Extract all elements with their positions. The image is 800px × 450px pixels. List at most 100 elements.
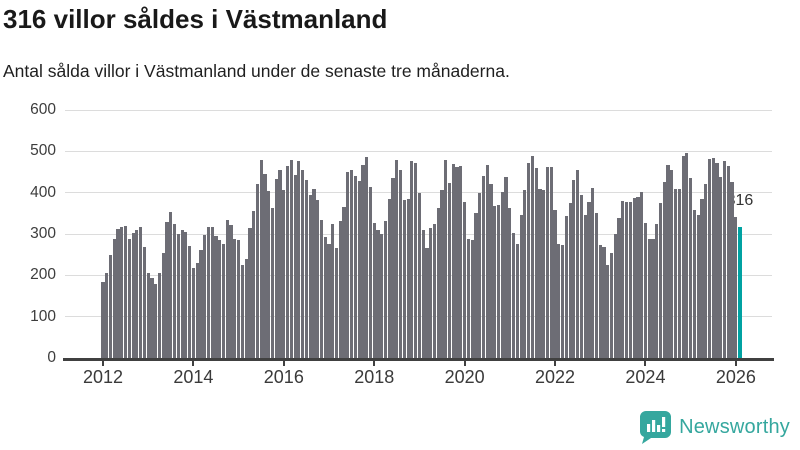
- bar: [466, 238, 470, 358]
- bar: [267, 190, 271, 358]
- bar: [549, 166, 553, 358]
- y-gridline-600: [65, 109, 772, 111]
- bar: [312, 189, 316, 358]
- bar: [572, 180, 576, 358]
- bar: [512, 232, 516, 358]
- bar: [545, 167, 550, 358]
- bar: [602, 246, 606, 358]
- bar: [598, 245, 602, 358]
- bar: [677, 188, 681, 358]
- bar: [414, 162, 418, 358]
- bar: [617, 218, 621, 358]
- bar: [730, 181, 734, 358]
- bar: [319, 220, 324, 358]
- bar: [112, 239, 116, 358]
- bar: [722, 161, 727, 358]
- bar: [734, 217, 738, 358]
- y-axis-label-200: 200: [30, 266, 56, 284]
- bar: [357, 180, 361, 358]
- bar: [421, 229, 425, 358]
- bar: [470, 240, 474, 358]
- bar: [451, 164, 455, 358]
- bar: [206, 227, 211, 358]
- bar: [289, 159, 293, 358]
- bar: [165, 222, 169, 358]
- x-tick-2022: [554, 360, 557, 366]
- bar: [432, 224, 437, 358]
- bar: [334, 248, 339, 358]
- x-axis-label-2016: 2016: [263, 367, 304, 387]
- bar: [681, 155, 685, 358]
- bar: [282, 190, 286, 358]
- bar: [726, 165, 730, 358]
- x-axis-label-2018: 2018: [354, 367, 395, 387]
- bar: [240, 265, 244, 358]
- x-tick-2012: [102, 360, 104, 366]
- y-axis-label-500: 500: [30, 142, 56, 160]
- bar: [161, 252, 165, 358]
- bar: [594, 212, 599, 358]
- y-axis-label-600: 600: [30, 101, 56, 118]
- x-tick-2014: [192, 360, 195, 366]
- x-tick-2018: [373, 360, 376, 366]
- bar: [636, 196, 640, 358]
- bar: [331, 224, 335, 358]
- bar: [613, 234, 617, 358]
- bar: [124, 226, 128, 358]
- bar: [719, 176, 723, 358]
- bar: [127, 238, 131, 358]
- y-gridline-500: [65, 150, 772, 152]
- bar: [527, 162, 531, 358]
- bar: [278, 169, 282, 358]
- bar: [436, 208, 440, 358]
- bar: [376, 229, 380, 358]
- bar: [131, 232, 135, 358]
- bar: [353, 176, 357, 358]
- bar: [188, 245, 192, 358]
- bar: [225, 219, 229, 358]
- bar: [493, 205, 497, 358]
- bar: [316, 200, 320, 358]
- bar: [203, 235, 207, 358]
- y-gridline-400: [65, 192, 772, 194]
- bar: [538, 189, 542, 358]
- bar: [685, 153, 689, 358]
- bar: [655, 224, 659, 358]
- bar: [628, 201, 632, 358]
- bar: [259, 159, 263, 358]
- bar: [711, 157, 715, 358]
- bar: [704, 183, 708, 358]
- bar: [229, 224, 233, 358]
- bar: [583, 214, 587, 358]
- bar: [221, 243, 226, 358]
- bar: [180, 229, 184, 358]
- bar: [643, 223, 648, 358]
- bar: [560, 245, 565, 358]
- bar: [365, 156, 369, 358]
- bar: [673, 189, 678, 358]
- bar: [169, 211, 173, 358]
- brand-footer: Newsworthy: [639, 410, 790, 445]
- bar: [474, 212, 478, 358]
- bar: [553, 210, 557, 358]
- bar: [707, 159, 712, 358]
- bar: [210, 226, 214, 358]
- bar: [440, 190, 444, 358]
- bar: [255, 183, 260, 358]
- bar: [195, 262, 199, 358]
- bar: [252, 210, 256, 358]
- bar: [350, 169, 354, 358]
- x-tick-2024: [644, 360, 647, 366]
- bar: [429, 227, 433, 358]
- bar: [662, 181, 666, 358]
- bar: [500, 191, 504, 358]
- bar: [142, 247, 147, 358]
- bar: [444, 159, 448, 358]
- bar: [380, 234, 384, 358]
- bar: [301, 169, 305, 358]
- bar: [579, 195, 583, 358]
- bar: [327, 243, 331, 358]
- bar: [395, 160, 399, 358]
- newsworthy-logo-icon: [639, 410, 672, 445]
- bar: [410, 161, 414, 358]
